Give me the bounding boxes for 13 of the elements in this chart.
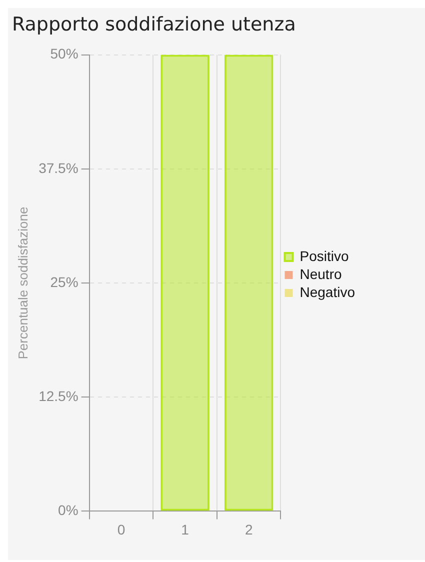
legend-label: Negativo bbox=[300, 284, 356, 300]
y-tick-label: 25% bbox=[50, 274, 78, 290]
y-axis-title: Percentuale soddisfazione bbox=[15, 206, 30, 360]
chart-title: Rapporto soddifazione utenza bbox=[12, 13, 296, 36]
y-tick-label: 50% bbox=[50, 46, 78, 62]
x-tick-label: 2 bbox=[244, 521, 253, 538]
x-tick-label: 1 bbox=[181, 521, 190, 538]
y-tick-label: 0% bbox=[58, 502, 78, 518]
y-tick-label: 37.5% bbox=[38, 160, 78, 176]
x-tick-label: 0 bbox=[117, 521, 126, 538]
y-tick-label: 12.5% bbox=[38, 388, 78, 404]
legend-label: Positivo bbox=[300, 248, 349, 264]
legend-label: Neutro bbox=[300, 266, 342, 282]
